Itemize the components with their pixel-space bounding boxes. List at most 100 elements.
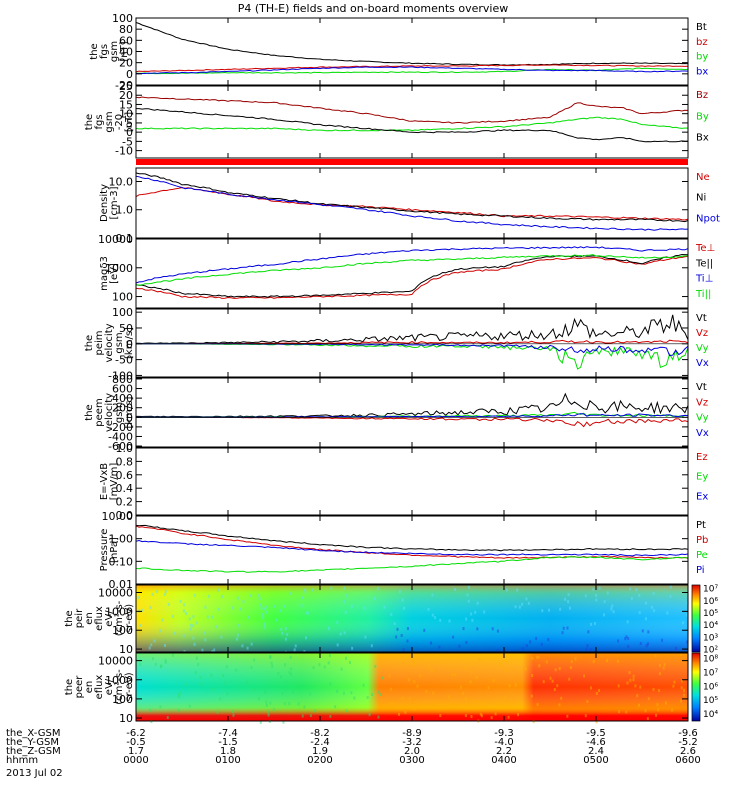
spectrogram-cell [235, 668, 238, 672]
spectrogram-cell [583, 674, 586, 678]
series-line-Bz [135, 96, 689, 124]
y-tick-label: 60 [119, 34, 133, 47]
spectrogram-cell [635, 588, 638, 592]
spectrogram-cell [518, 605, 521, 609]
spectrogram-cell [532, 720, 535, 724]
series-line-Bt [135, 22, 689, 66]
y-axis-label: [nPa] [109, 537, 120, 563]
series-line-Vt [135, 314, 689, 345]
spectrogram-cell [561, 631, 564, 635]
spectrogram-cell [476, 627, 479, 631]
spectrogram-cell [270, 661, 273, 665]
panel-density: 10.0 1.0 0.1 Density [cm-3] Ne Ni Npot [99, 167, 720, 245]
spectrogram-cell [638, 611, 641, 615]
spectrogram-cell [149, 606, 152, 610]
figure-title: P4 (TH-E) fields and on-board moments ov… [238, 2, 509, 15]
spectrogram-cell [290, 667, 293, 671]
legend-entry: Vt [696, 313, 707, 324]
spectrogram-cell [232, 710, 235, 714]
spectrogram-cell [171, 614, 174, 618]
spectrogram-cell [586, 644, 589, 648]
spectrogram-cell [669, 594, 672, 598]
spectrogram-cell [662, 666, 665, 670]
spectrogram-cell [503, 696, 506, 700]
spectrogram-cell [632, 674, 635, 678]
y-axis-label: gsm [114, 332, 125, 353]
spectrogram-cell [314, 709, 317, 713]
spectrogram-cell [364, 635, 367, 639]
spectrogram-cell [189, 627, 192, 631]
y-tick-label: 5 [126, 117, 133, 130]
spectrogram-cell [473, 700, 476, 704]
spectrogram-cell [404, 710, 407, 714]
spectrogram-cell [494, 712, 497, 716]
spectrogram-cell [439, 714, 442, 718]
spectrogram-cell [336, 643, 339, 647]
spectrogram-cell [664, 701, 667, 705]
spectrogram-cell [269, 655, 272, 659]
y-tick-label: 0.01 [109, 578, 134, 591]
time-axis-value: 2.0 [404, 746, 420, 757]
legend-entry: Bx [696, 133, 709, 144]
spectrogram-cell [398, 589, 401, 593]
spectrogram-cell [263, 622, 266, 626]
spectrogram-cell [629, 678, 632, 682]
spectrogram-cell [408, 696, 411, 700]
spectrogram-cell [531, 656, 534, 660]
legend-entry: Pt [696, 520, 706, 531]
spectrogram-cell [236, 596, 239, 600]
spectrogram-cell [590, 622, 593, 626]
spectrogram-cell [467, 585, 470, 589]
spectrogram-cell [523, 663, 526, 667]
spectrogram-cell [540, 642, 543, 646]
spectrogram-cell [259, 603, 262, 607]
time-axis-value: 2.2 [496, 746, 512, 757]
time-axis-value: 0000 [123, 755, 148, 766]
spectrogram-cell [236, 633, 239, 637]
spectrogram-cell [428, 665, 431, 669]
legend-entry: bz [696, 37, 708, 48]
series-line-Vz [136, 416, 689, 428]
spectrogram-cell [280, 675, 283, 679]
y-tick-label: 10.00 [102, 510, 134, 523]
spectrogram-cell [628, 670, 631, 674]
spectrogram-cell [289, 655, 292, 659]
spectrogram-cell [281, 692, 284, 696]
spectrogram-cell [644, 601, 647, 605]
spectrogram-cell [269, 701, 272, 705]
legend-entry: Ti⊥ [695, 274, 713, 285]
spectrogram-cell [467, 599, 470, 603]
spectrogram-cell [569, 666, 572, 670]
spectrogram-cell [261, 612, 264, 616]
spectrogram-cell [150, 720, 153, 724]
panel-frame [135, 447, 689, 516]
time-axis-value: 0300 [399, 755, 424, 766]
spectrogram-cell [630, 596, 633, 600]
y-axis-label: fgs [99, 44, 110, 59]
spectrogram-energy-shading [136, 653, 688, 721]
colorbar-tick-label: 10⁶ [703, 597, 718, 607]
legend-entry: Pe [696, 550, 708, 561]
spectrogram-cell [238, 624, 241, 628]
spectrogram-cell [641, 629, 644, 633]
spectrogram-cell [686, 613, 689, 617]
y-tick-label: 100 [112, 12, 133, 25]
y-tick-label: 0 [126, 68, 133, 81]
y-axis-label: [km/s] [124, 327, 135, 359]
spectrogram-cell [547, 608, 550, 612]
spectrogram-cell [259, 720, 262, 724]
spectrogram-cell [282, 604, 285, 608]
spectrogram-cell [171, 653, 174, 657]
spectrogram-cell [381, 676, 384, 680]
y-axis-label: the [84, 335, 95, 351]
y-tick-label: -200 [108, 421, 133, 434]
spectrogram-cell [277, 672, 280, 676]
colorbar-tick-label: 10⁴ [703, 710, 718, 720]
time-axis-row-label: the_Z-GSM [6, 746, 61, 757]
spectrogram-cell [562, 626, 565, 630]
spectrogram-cell [213, 648, 216, 652]
y-tick-label: 100 [112, 306, 133, 319]
series-line-Bx [136, 108, 689, 143]
spectrogram-cell [343, 586, 346, 590]
